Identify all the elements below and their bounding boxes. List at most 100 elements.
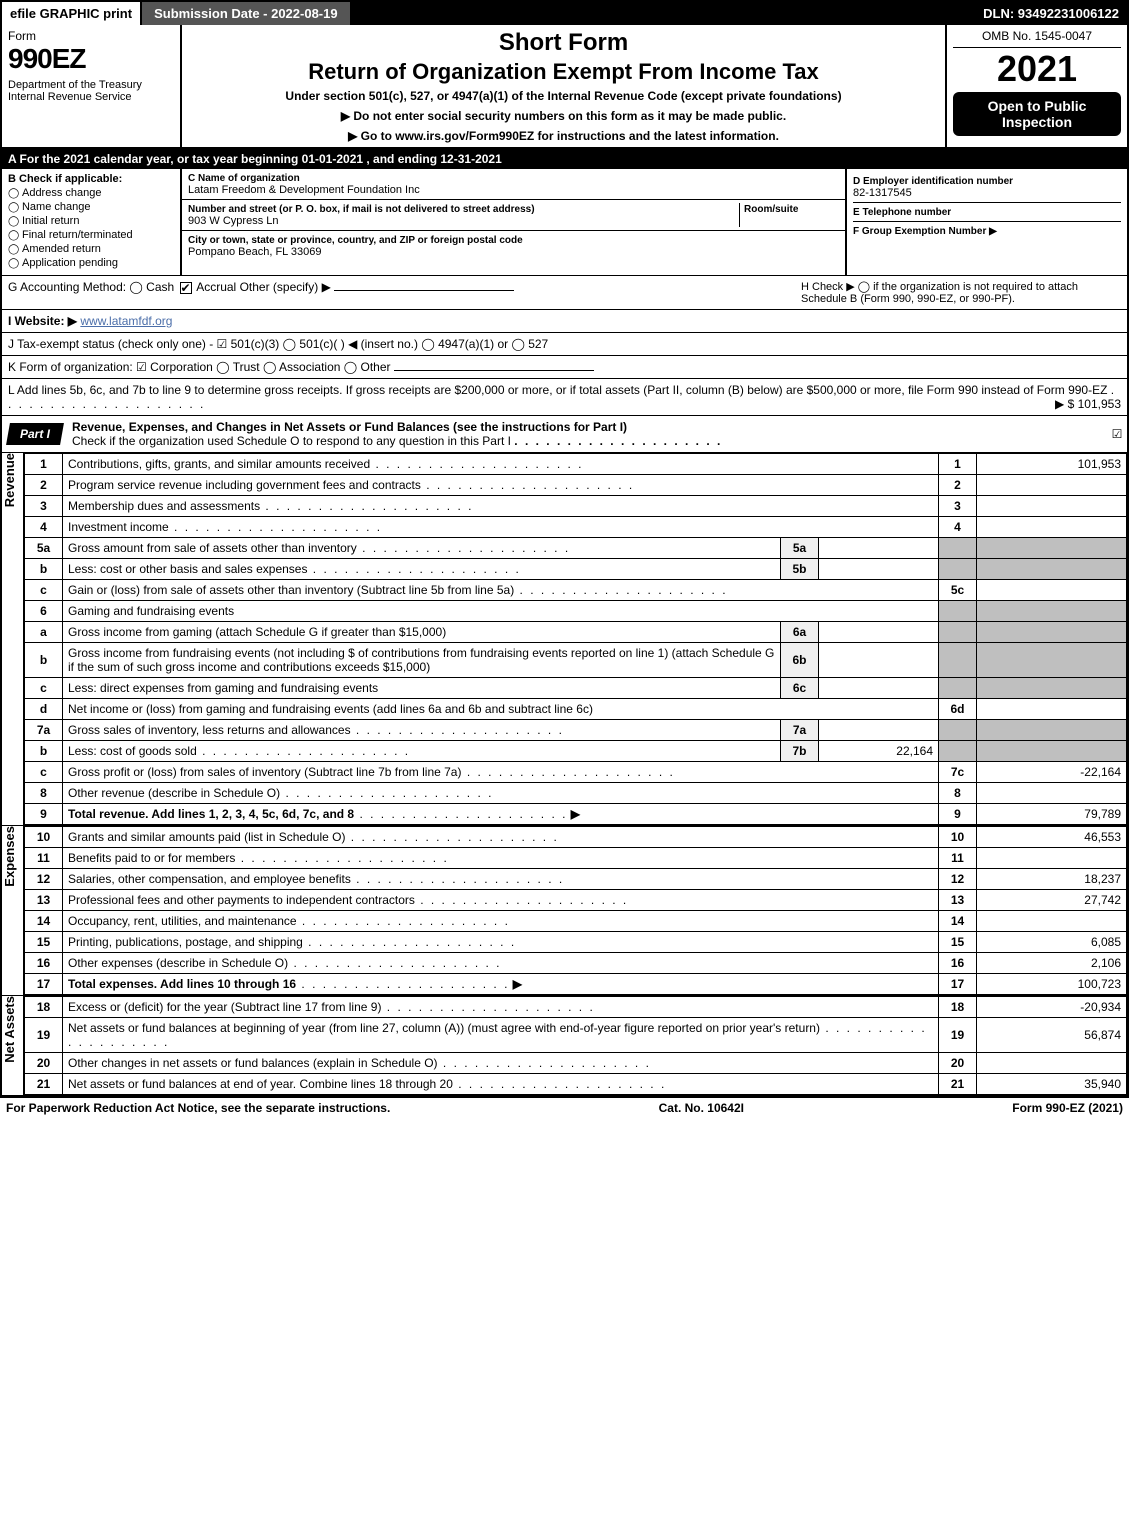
cb-initial-return[interactable]: Initial return	[8, 215, 174, 227]
footer: For Paperwork Reduction Act Notice, see …	[0, 1098, 1129, 1118]
line-9: 9Total revenue. Add lines 1, 2, 3, 4, 5c…	[25, 804, 1127, 825]
header-middle: Short Form Return of Organization Exempt…	[182, 25, 947, 147]
header-left: Form 990EZ Department of the Treasury In…	[2, 25, 182, 147]
subtitle-ssn: ▶ Do not enter social security numbers o…	[190, 109, 937, 123]
department: Department of the Treasury Internal Reve…	[8, 79, 174, 103]
line-6b: bGross income from fundraising events (n…	[25, 643, 1127, 678]
part-i-header: Part I Revenue, Expenses, and Changes in…	[2, 416, 1127, 453]
phone-label: E Telephone number	[853, 207, 951, 218]
line-14: 14Occupancy, rent, utilities, and mainte…	[25, 911, 1127, 932]
open-to-public-badge: Open to Public Inspection	[953, 92, 1121, 136]
street-label: Number and street (or P. O. box, if mail…	[188, 204, 535, 215]
revenue-section: Revenue 1Contributions, gifts, grants, a…	[2, 453, 1127, 826]
line-4: 4Investment income4	[25, 517, 1127, 538]
ein-label: D Employer identification number	[853, 176, 1013, 187]
line-6: 6Gaming and fundraising events	[25, 601, 1127, 622]
line-7b: bLess: cost of goods sold7b22,164	[25, 741, 1127, 762]
part-i-check[interactable]: ☑	[1107, 427, 1127, 441]
city-label: City or town, state or province, country…	[188, 235, 523, 246]
website-label: I Website: ▶	[8, 314, 77, 328]
line-2: 2Program service revenue including gover…	[25, 475, 1127, 496]
room-label: Room/suite	[744, 204, 798, 215]
city-value: Pompano Beach, FL 33069	[188, 246, 322, 258]
footer-mid: Cat. No. 10642I	[659, 1101, 744, 1115]
cb-amended-return[interactable]: Amended return	[8, 243, 174, 255]
line-3: 3Membership dues and assessments3	[25, 496, 1127, 517]
line-6c: cLess: direct expenses from gaming and f…	[25, 678, 1127, 699]
line-l-amount: ▶ $ 101,953	[1055, 397, 1121, 411]
line-h: H Check ▶ ◯ if the organization is not r…	[801, 280, 1121, 305]
expenses-vlabel: Expenses	[2, 826, 24, 995]
line-k-text: K Form of organization: ☑ Corporation ◯ …	[8, 360, 391, 374]
line-20: 20Other changes in net assets or fund ba…	[25, 1053, 1127, 1074]
line-1: 1Contributions, gifts, grants, and simil…	[25, 454, 1127, 475]
line-5c: cGain or (loss) from sale of assets othe…	[25, 580, 1127, 601]
line-15: 15Printing, publications, postage, and s…	[25, 932, 1127, 953]
netassets-table: 18Excess or (deficit) for the year (Subt…	[24, 996, 1127, 1095]
street-value: 903 W Cypress Ln	[188, 215, 278, 227]
line-k-form-org: K Form of organization: ☑ Corporation ◯ …	[2, 356, 1127, 379]
info-block: B Check if applicable: Address change Na…	[2, 169, 1127, 276]
form-header: Form 990EZ Department of the Treasury In…	[2, 25, 1127, 149]
line-7a: 7aGross sales of inventory, less returns…	[25, 720, 1127, 741]
group-exemption-label: F Group Exemption Number ▶	[853, 226, 997, 237]
line-g-post: Other (specify) ▶	[240, 280, 331, 294]
line-l-gross-receipts: L Add lines 5b, 6c, and 7b to line 9 to …	[2, 379, 1127, 416]
line-g-pre: G Accounting Method: ◯ Cash	[8, 280, 178, 294]
line-j-tax-exempt: J Tax-exempt status (check only one) - ☑…	[2, 333, 1127, 356]
revenue-vlabel: Revenue	[2, 453, 24, 825]
line-13: 13Professional fees and other payments t…	[25, 890, 1127, 911]
org-name-label: C Name of organization	[188, 173, 300, 184]
cb-accrual[interactable]	[180, 282, 192, 294]
line-11: 11Benefits paid to or for members11	[25, 848, 1127, 869]
line-21: 21Net assets or fund balances at end of …	[25, 1074, 1127, 1095]
line-l-text: L Add lines 5b, 6c, and 7b to line 9 to …	[8, 383, 1107, 397]
header-right: OMB No. 1545-0047 2021 Open to Public In…	[947, 25, 1127, 147]
netassets-section: Net Assets 18Excess or (deficit) for the…	[2, 996, 1127, 1096]
cb-name-change[interactable]: Name change	[8, 201, 174, 213]
efile-print-label: efile GRAPHIC print	[2, 2, 142, 25]
tax-year: 2021	[953, 48, 1121, 90]
box-c: C Name of organization Latam Freedom & D…	[182, 169, 847, 275]
topbar: efile GRAPHIC print Submission Date - 20…	[2, 2, 1127, 25]
omb-number: OMB No. 1545-0047	[953, 29, 1121, 48]
box-b: B Check if applicable: Address change Na…	[2, 169, 182, 275]
netassets-vlabel: Net Assets	[2, 996, 24, 1095]
line-17: 17Total expenses. Add lines 10 through 1…	[25, 974, 1127, 995]
line-a-tax-year: A For the 2021 calendar year, or tax yea…	[2, 149, 1127, 169]
subtitle-goto: ▶ Go to www.irs.gov/Form990EZ for instru…	[190, 129, 937, 143]
submission-date: Submission Date - 2022-08-19	[142, 2, 352, 25]
cb-final-return[interactable]: Final return/terminated	[8, 229, 174, 241]
expenses-section: Expenses 10Grants and similar amounts pa…	[2, 826, 1127, 996]
part-i-tab: Part I	[6, 423, 64, 445]
line-19: 19Net assets or fund balances at beginni…	[25, 1018, 1127, 1053]
line-5b: bLess: cost or other basis and sales exp…	[25, 559, 1127, 580]
form-word: Form	[8, 29, 174, 43]
website-link[interactable]: www.latamfdf.org	[80, 314, 172, 328]
footer-right: Form 990-EZ (2021)	[1012, 1101, 1123, 1115]
line-18: 18Excess or (deficit) for the year (Subt…	[25, 997, 1127, 1018]
cb-application-pending[interactable]: Application pending	[8, 257, 174, 269]
subtitle-section: Under section 501(c), 527, or 4947(a)(1)…	[190, 89, 937, 103]
form-container: efile GRAPHIC print Submission Date - 20…	[0, 0, 1129, 1098]
line-g-accrual: Accrual	[196, 280, 236, 294]
box-b-title: B Check if applicable:	[8, 173, 174, 185]
line-12: 12Salaries, other compensation, and empl…	[25, 869, 1127, 890]
line-6d: dNet income or (loss) from gaming and fu…	[25, 699, 1127, 720]
revenue-table: 1Contributions, gifts, grants, and simil…	[24, 453, 1127, 825]
footer-left: For Paperwork Reduction Act Notice, see …	[6, 1101, 390, 1115]
line-5a: 5aGross amount from sale of assets other…	[25, 538, 1127, 559]
line-10: 10Grants and similar amounts paid (list …	[25, 827, 1127, 848]
title-return: Return of Organization Exempt From Incom…	[190, 59, 937, 85]
cb-address-change[interactable]: Address change	[8, 187, 174, 199]
ein-value: 82-1317545	[853, 187, 912, 199]
part-i-title: Revenue, Expenses, and Changes in Net As…	[68, 416, 1107, 452]
line-16: 16Other expenses (describe in Schedule O…	[25, 953, 1127, 974]
dln: DLN: 93492231006122	[975, 2, 1127, 25]
line-i-website: I Website: ▶ www.latamfdf.org	[2, 310, 1127, 333]
line-g-accounting: G Accounting Method: ◯ Cash Accrual Othe…	[2, 276, 1127, 310]
line-6a: aGross income from gaming (attach Schedu…	[25, 622, 1127, 643]
form-number: 990EZ	[8, 43, 174, 75]
line-8: 8Other revenue (describe in Schedule O)8	[25, 783, 1127, 804]
box-def: D Employer identification number 82-1317…	[847, 169, 1127, 275]
